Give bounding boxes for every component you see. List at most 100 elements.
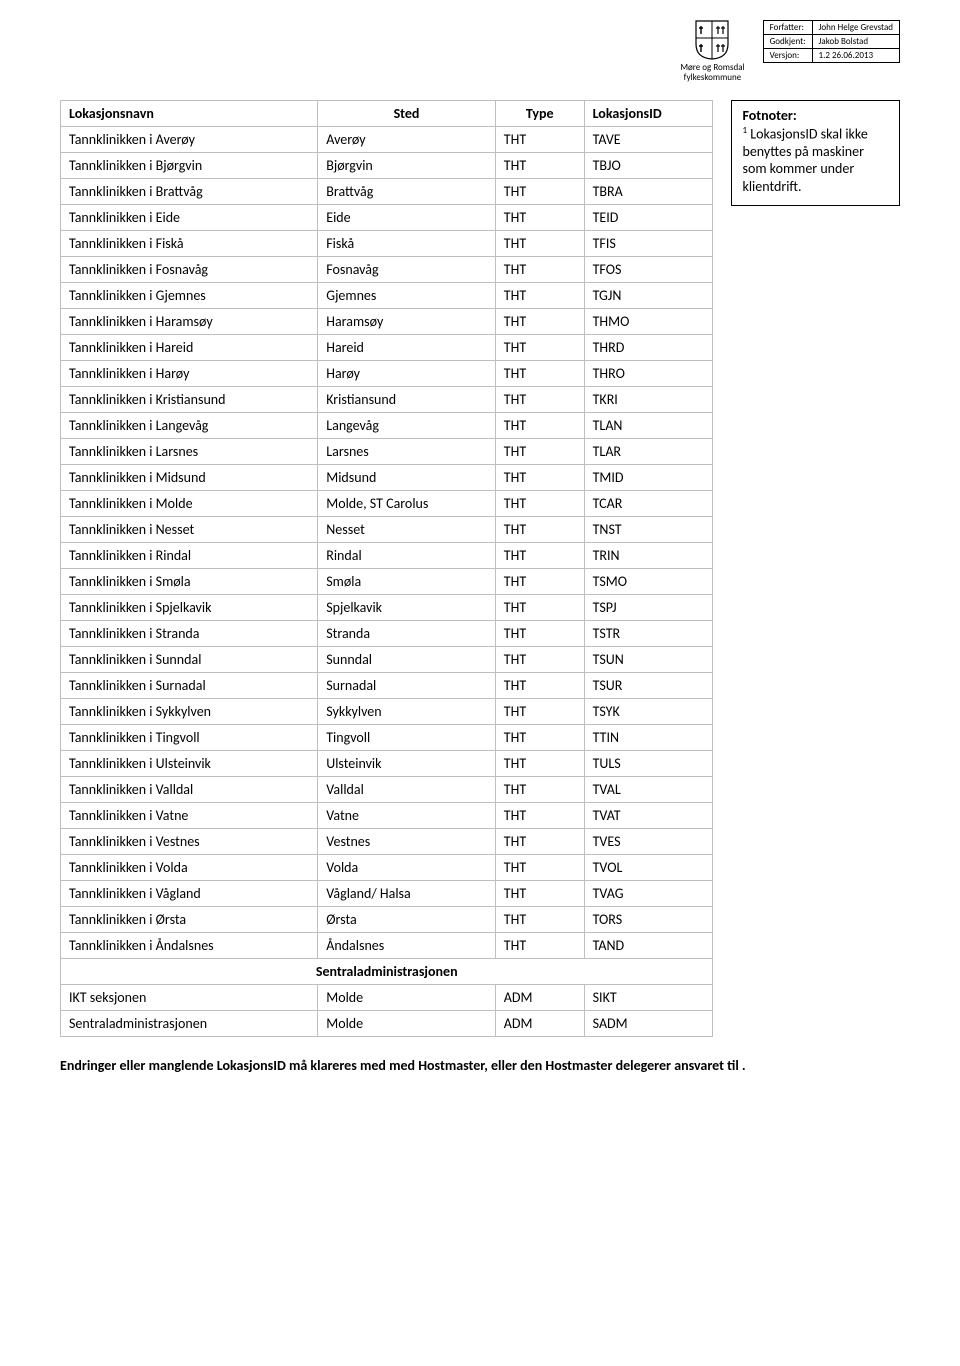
- table-cell: THT: [495, 283, 584, 309]
- table-cell: TSUN: [584, 647, 713, 673]
- table-cell: THT: [495, 595, 584, 621]
- table-cell: ADM: [495, 1011, 584, 1037]
- table-cell: THT: [495, 673, 584, 699]
- table-row: Tannklinikken i HareidHareidTHTTHRD: [61, 335, 713, 361]
- table-cell: Tannklinikken i Midsund: [61, 465, 318, 491]
- table-cell: Hareid: [318, 335, 496, 361]
- table-row: Tannklinikken i RindalRindalTHTTRIN: [61, 543, 713, 569]
- table-cell: THT: [495, 855, 584, 881]
- table-cell: THT: [495, 725, 584, 751]
- table-cell: Tannklinikken i Valldal: [61, 777, 318, 803]
- table-row: Tannklinikken i GjemnesGjemnesTHTTGJN: [61, 283, 713, 309]
- table-cell: Tannklinikken i Spjelkavik: [61, 595, 318, 621]
- table-cell: Molde: [318, 985, 496, 1011]
- meta-row: Versjon:1.2 26.06.2013: [763, 49, 899, 63]
- table-cell: Averøy: [318, 127, 496, 153]
- table-cell: Tannklinikken i Vestnes: [61, 829, 318, 855]
- table-cell: THT: [495, 699, 584, 725]
- table-cell: Tannklinikken i Surnadal: [61, 673, 318, 699]
- table-cell: Tannklinikken i Smøla: [61, 569, 318, 595]
- table-cell: Tannklinikken i Fiskå: [61, 231, 318, 257]
- table-cell: THT: [495, 881, 584, 907]
- table-row: Tannklinikken i KristiansundKristiansund…: [61, 387, 713, 413]
- table-cell: Eide: [318, 205, 496, 231]
- table-cell: TVES: [584, 829, 713, 855]
- logo-caption-line2: fylkeskommune: [684, 72, 742, 83]
- table-cell: Tingvoll: [318, 725, 496, 751]
- table-row: Tannklinikken i SmølaSmølaTHTTSMO: [61, 569, 713, 595]
- meta-value: John Helge Grevstad: [812, 21, 899, 35]
- table-cell: Gjemnes: [318, 283, 496, 309]
- table-cell: THT: [495, 413, 584, 439]
- table-cell: THT: [495, 803, 584, 829]
- table-cell: THT: [495, 569, 584, 595]
- table-cell: Tannklinikken i Fosnavåg: [61, 257, 318, 283]
- table-row: Tannklinikken i SykkylvenSykkylvenTHTTSY…: [61, 699, 713, 725]
- meta-row: Forfatter:John Helge Grevstad: [763, 21, 899, 35]
- table-cell: Vestnes: [318, 829, 496, 855]
- table-cell: Ulsteinvik: [318, 751, 496, 777]
- table-row: Tannklinikken i TingvollTingvollTHTTTIN: [61, 725, 713, 751]
- table-cell: TGJN: [584, 283, 713, 309]
- table-row: Tannklinikken i VestnesVestnesTHTTVES: [61, 829, 713, 855]
- bottom-note: Endringer eller manglende LokasjonsID må…: [60, 1057, 900, 1075]
- table-row: SentraladministrasjonenMoldeADMSADM: [61, 1011, 713, 1037]
- table-cell: Fiskå: [318, 231, 496, 257]
- table-cell: Molde: [318, 1011, 496, 1037]
- table-cell: THT: [495, 257, 584, 283]
- table-cell: THT: [495, 907, 584, 933]
- table-cell: TKRI: [584, 387, 713, 413]
- table-row: Tannklinikken i SunndalSunndalTHTTSUN: [61, 647, 713, 673]
- table-cell: THT: [495, 543, 584, 569]
- table-cell: Tannklinikken i Brattvåg: [61, 179, 318, 205]
- table-cell: THT: [495, 933, 584, 959]
- table-cell: THT: [495, 517, 584, 543]
- table-cell: ADM: [495, 985, 584, 1011]
- table-cell: THRO: [584, 361, 713, 387]
- table-cell: THT: [495, 491, 584, 517]
- table-cell: SADM: [584, 1011, 713, 1037]
- table-cell: Tannklinikken i Vatne: [61, 803, 318, 829]
- table-cell: Tannklinikken i Harøy: [61, 361, 318, 387]
- locations-table: Lokasjonsnavn Sted Type LokasjonsID Tann…: [60, 100, 713, 1037]
- meta-row: Godkjent:Jakob Bolstad: [763, 35, 899, 49]
- table-cell: TSTR: [584, 621, 713, 647]
- table-cell: THT: [495, 153, 584, 179]
- table-cell: TLAR: [584, 439, 713, 465]
- table-cell: Tannklinikken i Åndalsnes: [61, 933, 318, 959]
- table-cell: Larsnes: [318, 439, 496, 465]
- table-row: Tannklinikken i VåglandVågland/ HalsaTHT…: [61, 881, 713, 907]
- table-row: Tannklinikken i VatneVatneTHTTVAT: [61, 803, 713, 829]
- table-cell: TSYK: [584, 699, 713, 725]
- table-cell: Rindal: [318, 543, 496, 569]
- table-cell: TSPJ: [584, 595, 713, 621]
- table-cell: Tannklinikken i Averøy: [61, 127, 318, 153]
- page: Møre og Romsdal fylkeskommune Forfatter:…: [0, 0, 960, 1115]
- table-cell: IKT seksjonen: [61, 985, 318, 1011]
- table-cell: Tannklinikken i Nesset: [61, 517, 318, 543]
- table-cell: Tannklinikken i Haramsøy: [61, 309, 318, 335]
- footnote-title: Fotnoter:: [742, 107, 796, 124]
- table-cell: Tannklinikken i Sykkylven: [61, 699, 318, 725]
- header-lokasjonsid: LokasjonsID: [584, 101, 713, 127]
- table-cell: Stranda: [318, 621, 496, 647]
- table-cell: THT: [495, 387, 584, 413]
- table-row: IKT seksjonenMoldeADMSIKT: [61, 985, 713, 1011]
- table-cell: TNST: [584, 517, 713, 543]
- table-cell: Tannklinikken i Larsnes: [61, 439, 318, 465]
- table-cell: THT: [495, 179, 584, 205]
- table-row: Tannklinikken i SurnadalSurnadalTHTTSUR: [61, 673, 713, 699]
- table-row: Tannklinikken i MoldeMolde, ST CarolusTH…: [61, 491, 713, 517]
- table-cell: TORS: [584, 907, 713, 933]
- table-cell: TVAT: [584, 803, 713, 829]
- table-cell: TSMO: [584, 569, 713, 595]
- table-row: Tannklinikken i LangevågLangevågTHTTLAN: [61, 413, 713, 439]
- table-row: Tannklinikken i BrattvågBrattvågTHTTBRA: [61, 179, 713, 205]
- table-cell: Spjelkavik: [318, 595, 496, 621]
- table-row: Tannklinikken i VoldaVoldaTHTTVOL: [61, 855, 713, 881]
- table-cell: THT: [495, 127, 584, 153]
- table-cell: THT: [495, 309, 584, 335]
- footnote-text: LokasjonsID skal ikke benyttes på maskin…: [742, 125, 867, 195]
- table-cell: Tannklinikken i Hareid: [61, 335, 318, 361]
- table-cell: Tannklinikken i Vågland: [61, 881, 318, 907]
